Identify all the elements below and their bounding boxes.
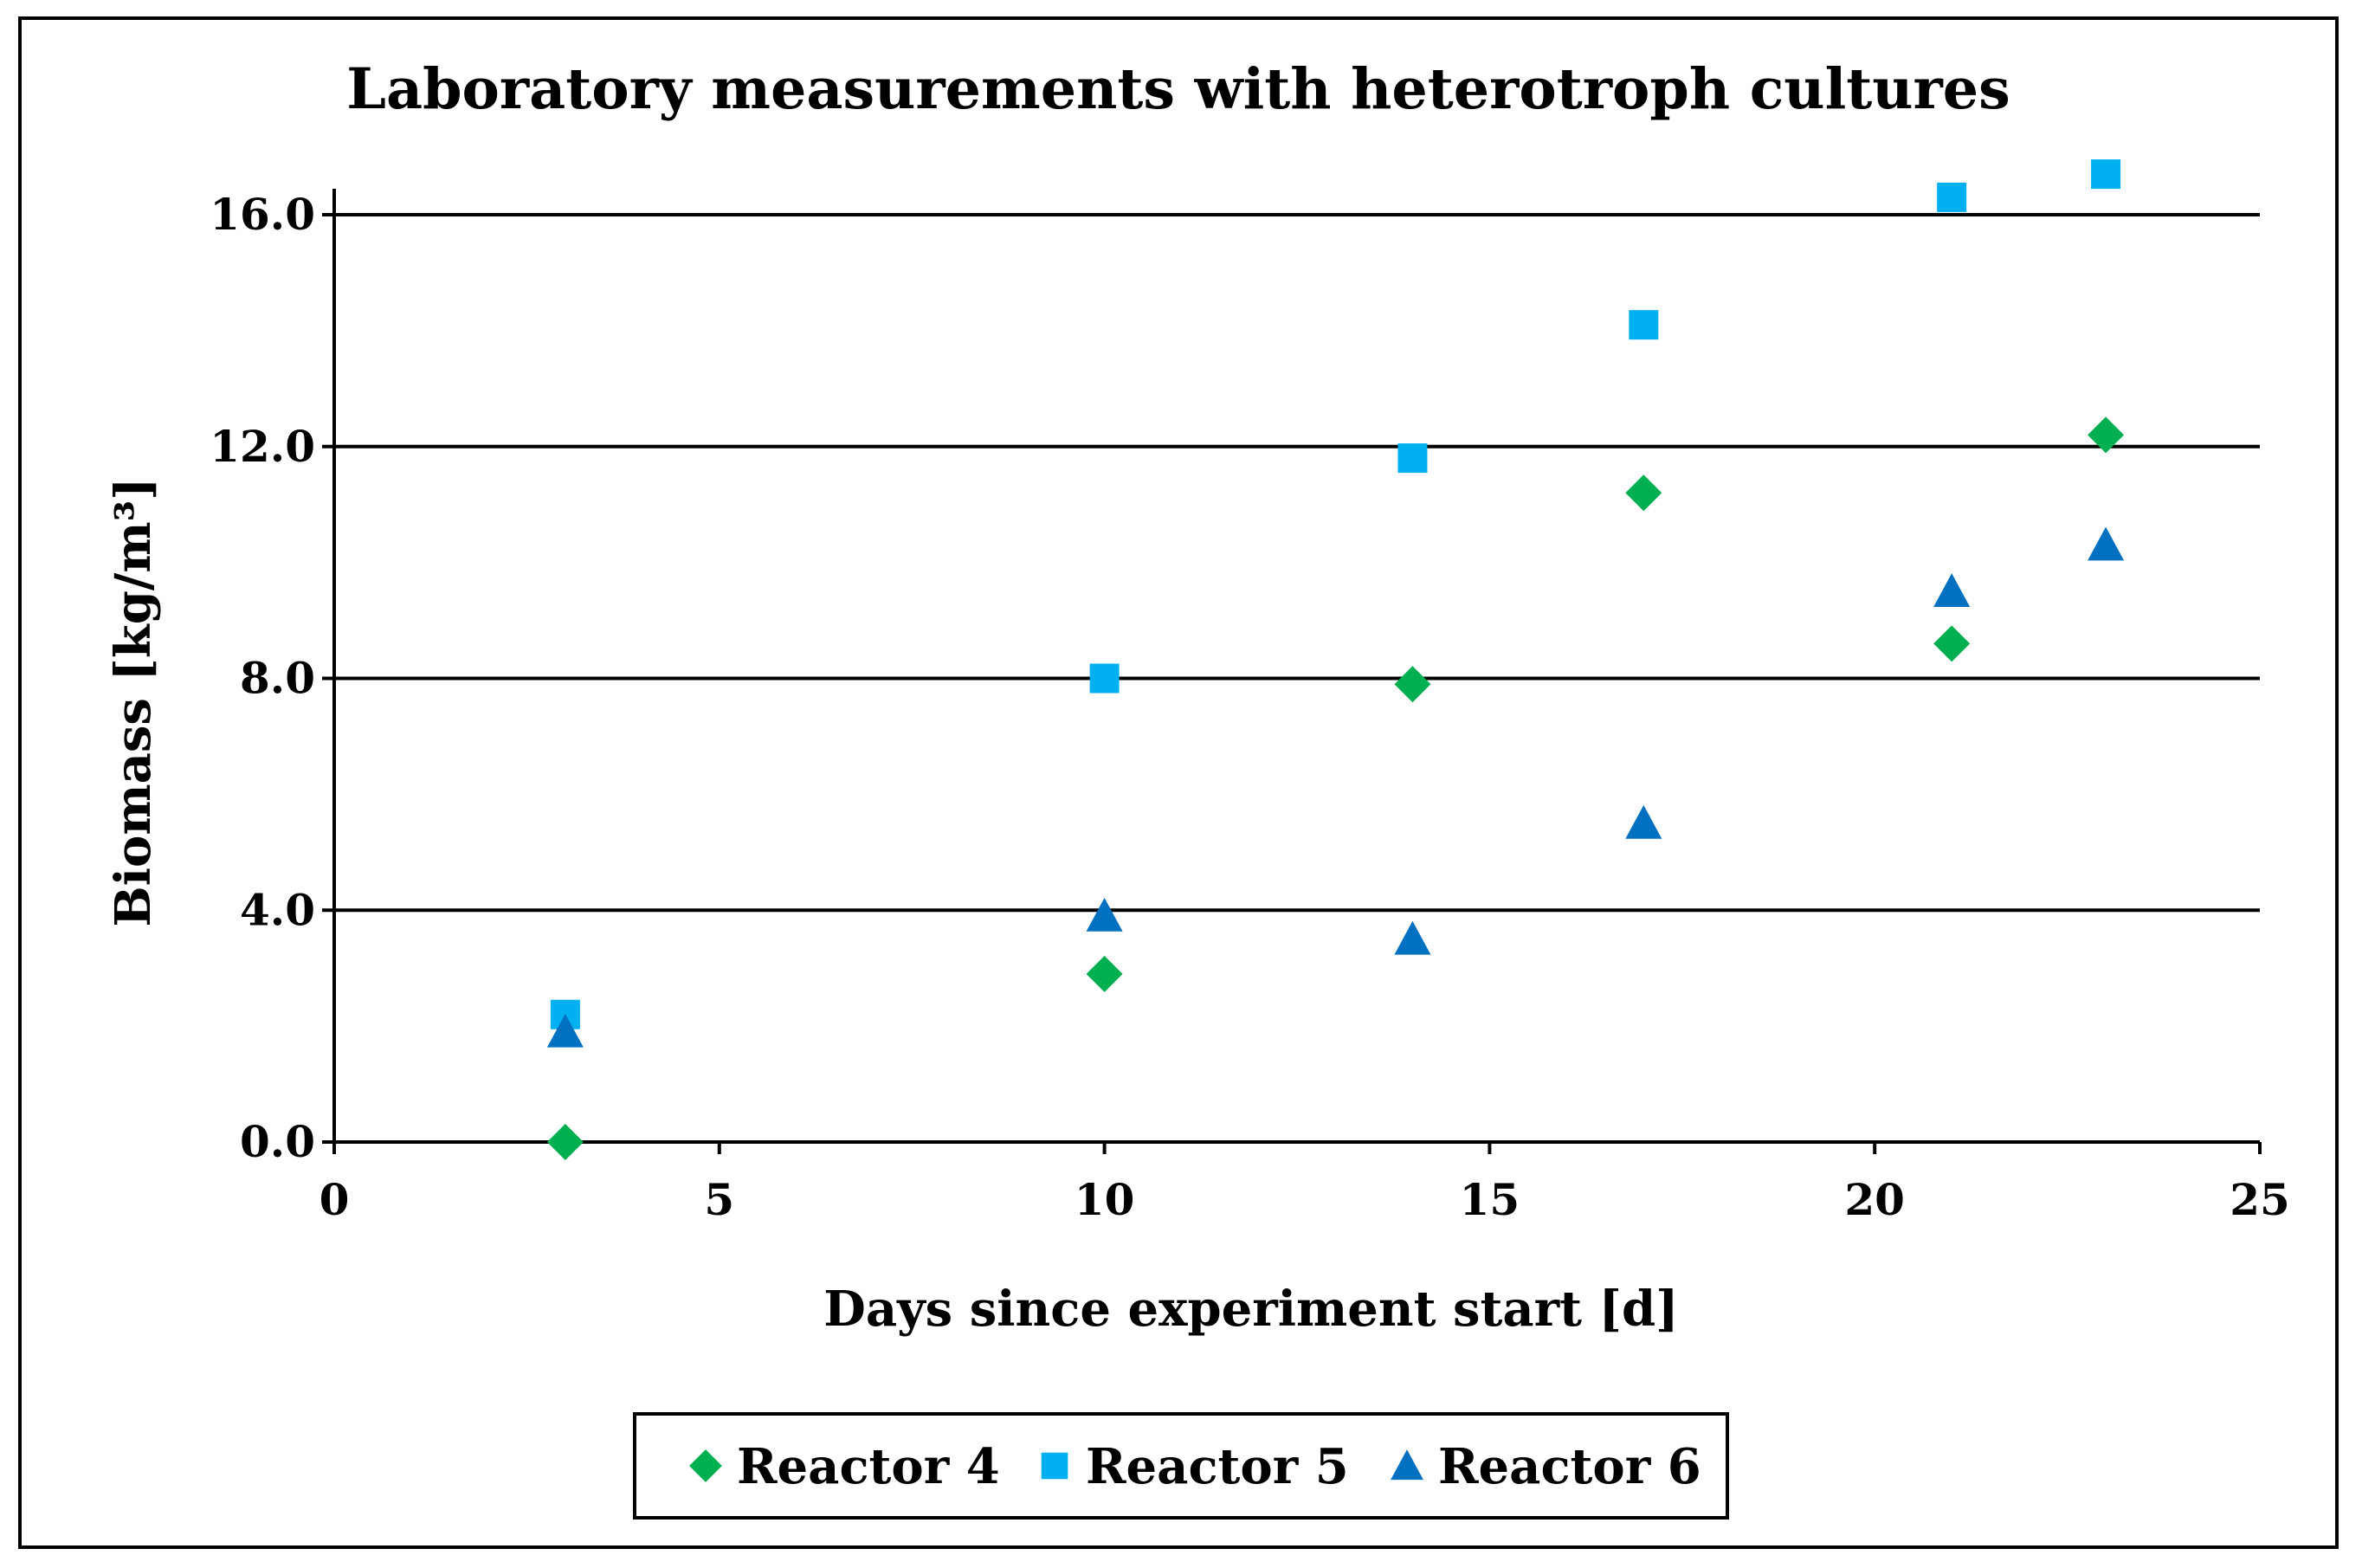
x-tick-label-4: 20	[1844, 1174, 1905, 1225]
x-tick-label-2: 10	[1075, 1174, 1135, 1225]
gridlines	[334, 213, 2260, 913]
axes	[322, 189, 2262, 1154]
chart-title: Laboratory measurements with heterotroph…	[346, 56, 2010, 122]
y-tick-label-4: 16.0	[210, 189, 315, 240]
data-point	[1394, 920, 1431, 955]
y-tick-label-2: 8.0	[240, 653, 315, 704]
data-point	[1394, 666, 1431, 703]
legend-marker	[1391, 1449, 1423, 1481]
legend-marker	[689, 1449, 722, 1482]
data-point	[546, 1124, 584, 1160]
legend-marker	[1041, 1452, 1068, 1480]
data-point	[2088, 526, 2125, 561]
data-point	[1933, 573, 1971, 607]
data-point	[1625, 474, 1662, 512]
data-point	[1937, 182, 1967, 212]
data-point	[1089, 663, 1120, 694]
x-tick-label-5: 25	[2230, 1174, 2290, 1225]
data-point	[2091, 159, 2121, 190]
series-3	[546, 526, 2125, 1048]
x-tick-label-1: 5	[704, 1174, 734, 1225]
x-tick-labels: 0 5 10 15 20 25	[319, 1174, 2290, 1225]
data-points	[546, 159, 2125, 1160]
y-tick-label-1: 4.0	[240, 884, 315, 935]
y-axis-label: Biomass [kg/m³]	[105, 477, 162, 926]
data-point	[1625, 804, 1662, 839]
legend-label: Reactor 5	[1086, 1438, 1349, 1495]
y-tick-label-3: 12.0	[210, 421, 315, 472]
series-2	[550, 159, 2121, 1029]
scatter-chart: Laboratory measurements with heterotroph…	[105, 56, 2290, 1520]
data-point	[1086, 897, 1123, 932]
data-point	[1933, 625, 1971, 662]
x-tick-label-3: 15	[1460, 1174, 1520, 1225]
data-point	[1397, 443, 1428, 474]
x-axis-label: Days since experiment start [d]	[823, 1281, 1678, 1338]
data-point	[546, 1013, 584, 1048]
legend-label: Reactor 4	[737, 1438, 1000, 1495]
data-point	[2088, 416, 2125, 454]
legend-box	[633, 1412, 1729, 1520]
x-tick-label-0: 0	[319, 1174, 350, 1225]
legend: Reactor 4 Reactor 5 Reactor 6	[633, 1412, 1729, 1520]
chart-frame: Laboratory measurements with heterotroph…	[18, 16, 2339, 1549]
y-tick-labels: 0.0 4.0 8.0 12.0 16.0	[210, 189, 315, 1167]
legend-label: Reactor 6	[1438, 1438, 1701, 1495]
series-1	[546, 416, 2125, 1160]
y-tick-label-0: 0.0	[240, 1116, 315, 1167]
data-point	[1629, 310, 1659, 340]
data-point	[1086, 955, 1123, 992]
